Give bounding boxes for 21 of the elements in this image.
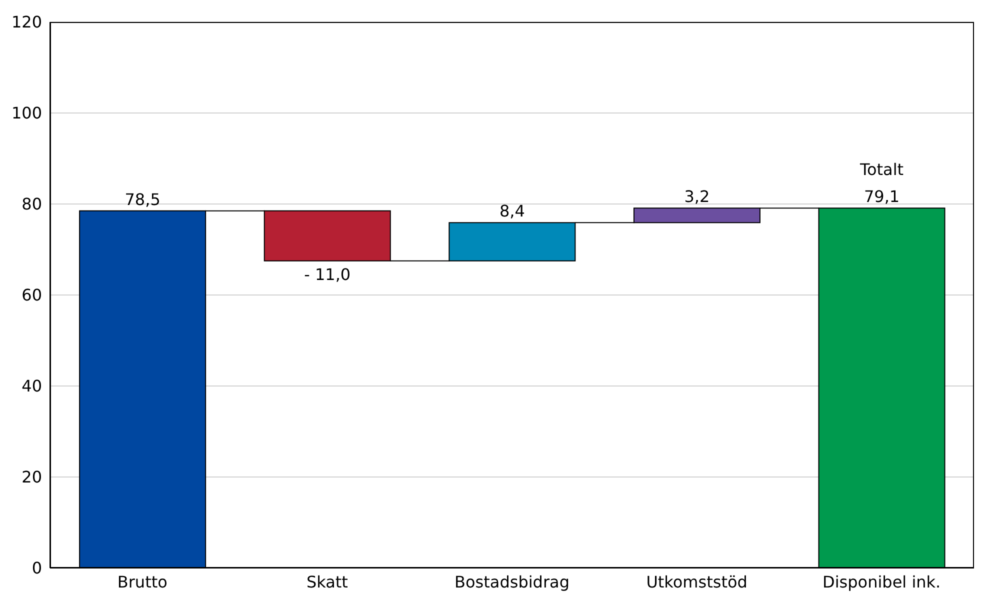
data-label: - 11,0 bbox=[304, 264, 351, 284]
y-tick-label: 40 bbox=[22, 376, 42, 396]
data-label: 78,5 bbox=[124, 190, 160, 209]
x-tick-label: Disponibel ink. bbox=[822, 572, 941, 592]
x-tick-label: Skatt bbox=[306, 572, 348, 592]
y-tick-label: 100 bbox=[11, 104, 42, 123]
data-label: 79,1 bbox=[864, 187, 900, 206]
x-tick-label: Utkomststöd bbox=[646, 572, 748, 592]
x-tick-label: Brutto bbox=[117, 572, 168, 592]
bar bbox=[633, 208, 760, 224]
data-label: 8,4 bbox=[499, 202, 525, 221]
y-tick-label: 20 bbox=[22, 468, 42, 487]
annotation: Totalt bbox=[858, 160, 904, 180]
y-tick-label: 0 bbox=[32, 558, 42, 578]
y-tick-label: 120 bbox=[11, 12, 42, 32]
bar bbox=[448, 222, 576, 262]
x-tick-label: Bostadsbidrag bbox=[454, 572, 570, 592]
bar bbox=[264, 210, 391, 262]
y-tick-label: 80 bbox=[22, 194, 42, 214]
data-label: 3,2 bbox=[684, 187, 710, 206]
y-tick-label: 60 bbox=[22, 286, 42, 305]
